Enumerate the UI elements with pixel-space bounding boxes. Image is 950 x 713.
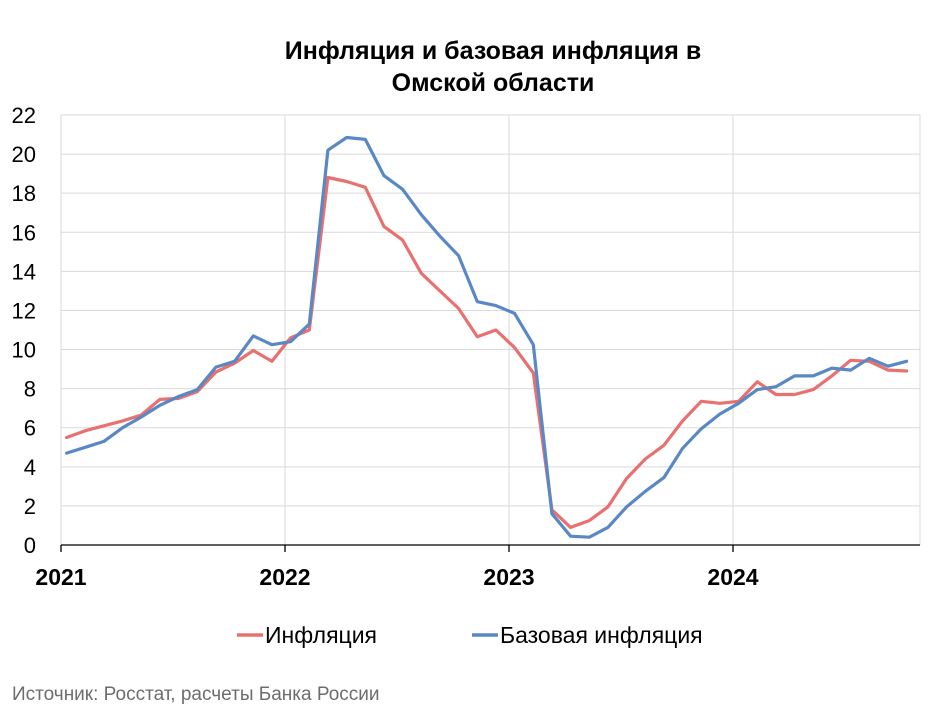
y-tick-label: 14	[12, 259, 36, 284]
y-axis-ticks: 0 2 4 6 8 10 12 14 16 18 20 22	[12, 103, 36, 558]
x-axis-ticks: 2021 2022 2023 2024	[35, 545, 759, 590]
x-tick-label: 2024	[707, 564, 758, 590]
y-tick-label: 20	[12, 142, 36, 167]
x-tick-label: 2023	[483, 564, 534, 590]
series-layer	[64, 135, 909, 539]
x-tick-label: 2022	[259, 564, 310, 590]
y-tick-label: 18	[12, 181, 36, 206]
y-tick-label: 8	[24, 377, 36, 402]
legend: Инфляция Базовая инфляция	[237, 622, 703, 648]
chart-title-line-2: Омской области	[392, 69, 595, 97]
series-line-inflation	[64, 175, 909, 530]
y-tick-label: 2	[24, 494, 36, 519]
y-tick-label: 22	[12, 103, 36, 128]
y-tick-label: 0	[24, 533, 36, 558]
series-line-core-inflation	[64, 135, 909, 539]
y-tick-label: 16	[12, 220, 36, 245]
chart-title-line-1: Инфляция и базовая инфляция в	[285, 37, 701, 65]
y-tick-label: 10	[12, 338, 36, 363]
legend-label-core-inflation: Базовая инфляция	[500, 622, 703, 648]
legend-label-inflation: Инфляция	[265, 622, 377, 648]
y-tick-label: 4	[24, 455, 36, 480]
source-note: Источник: Росстат, расчеты Банка России	[12, 684, 380, 705]
y-tick-label: 12	[12, 298, 36, 323]
grid	[60, 114, 921, 545]
x-tick-label: 2021	[35, 564, 86, 590]
y-tick-label: 6	[24, 416, 36, 441]
